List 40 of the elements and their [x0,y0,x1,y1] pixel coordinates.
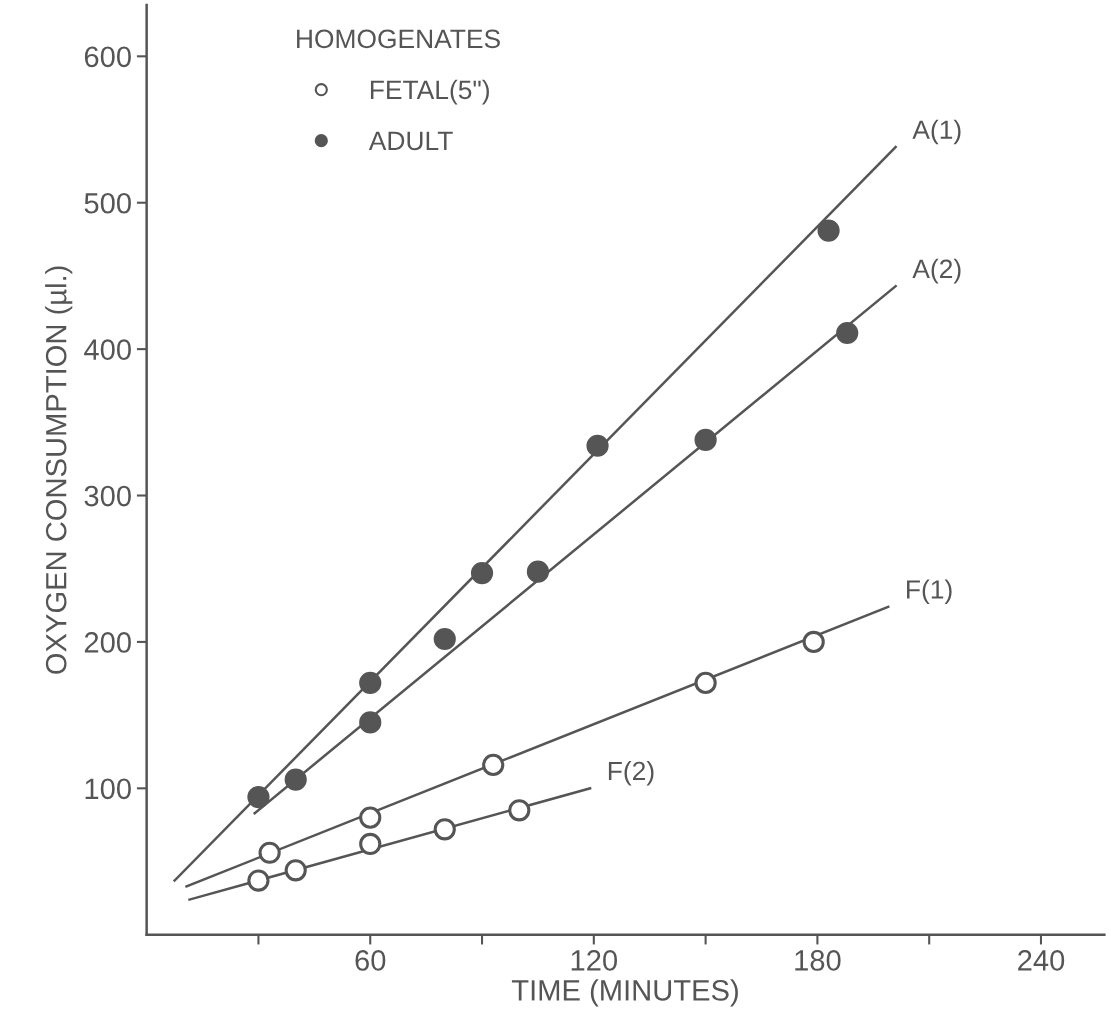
legend-title: HOMOGENATES [297,29,500,49]
x-axis-title: TIME (MINUTES) [511,979,738,1007]
y-tick-label: 200 [84,632,131,653]
point [284,859,307,882]
point [694,428,717,451]
x-tick-label: 120 [571,950,618,971]
point [359,671,382,695]
point [433,627,456,651]
point [247,786,270,809]
point [359,711,382,734]
series-label: F(2) [608,760,654,786]
point [802,630,825,654]
point [586,434,609,457]
point [284,768,307,791]
y-tick-label: 100 [85,778,131,800]
series-label: F(1) [907,579,952,604]
point [836,321,859,345]
point [247,869,270,892]
series-label: A(2) [912,258,961,284]
y-tick-label: 500 [84,192,131,214]
x-tick-label: 180 [795,950,841,971]
x-tick-label: 60 [355,950,386,971]
series-label: A(1) [912,119,961,145]
point [817,219,840,242]
point [470,562,494,585]
y-axis-title: OXYGEN CONSUMPTION (µl.) [45,266,73,674]
point [359,832,382,856]
point [526,560,550,583]
y-tick-label: 600 [84,46,131,68]
y-tick-label: 400 [84,339,131,360]
point [433,818,456,841]
point [258,841,281,864]
legend-label: ADULT [368,131,453,151]
y-tick-label: 300 [84,485,131,507]
legend-label: FETAL(5") [370,79,489,105]
point [694,671,717,695]
point [359,806,382,829]
point [482,753,505,776]
point [508,799,531,822]
x-tick-label: 240 [1018,950,1065,971]
